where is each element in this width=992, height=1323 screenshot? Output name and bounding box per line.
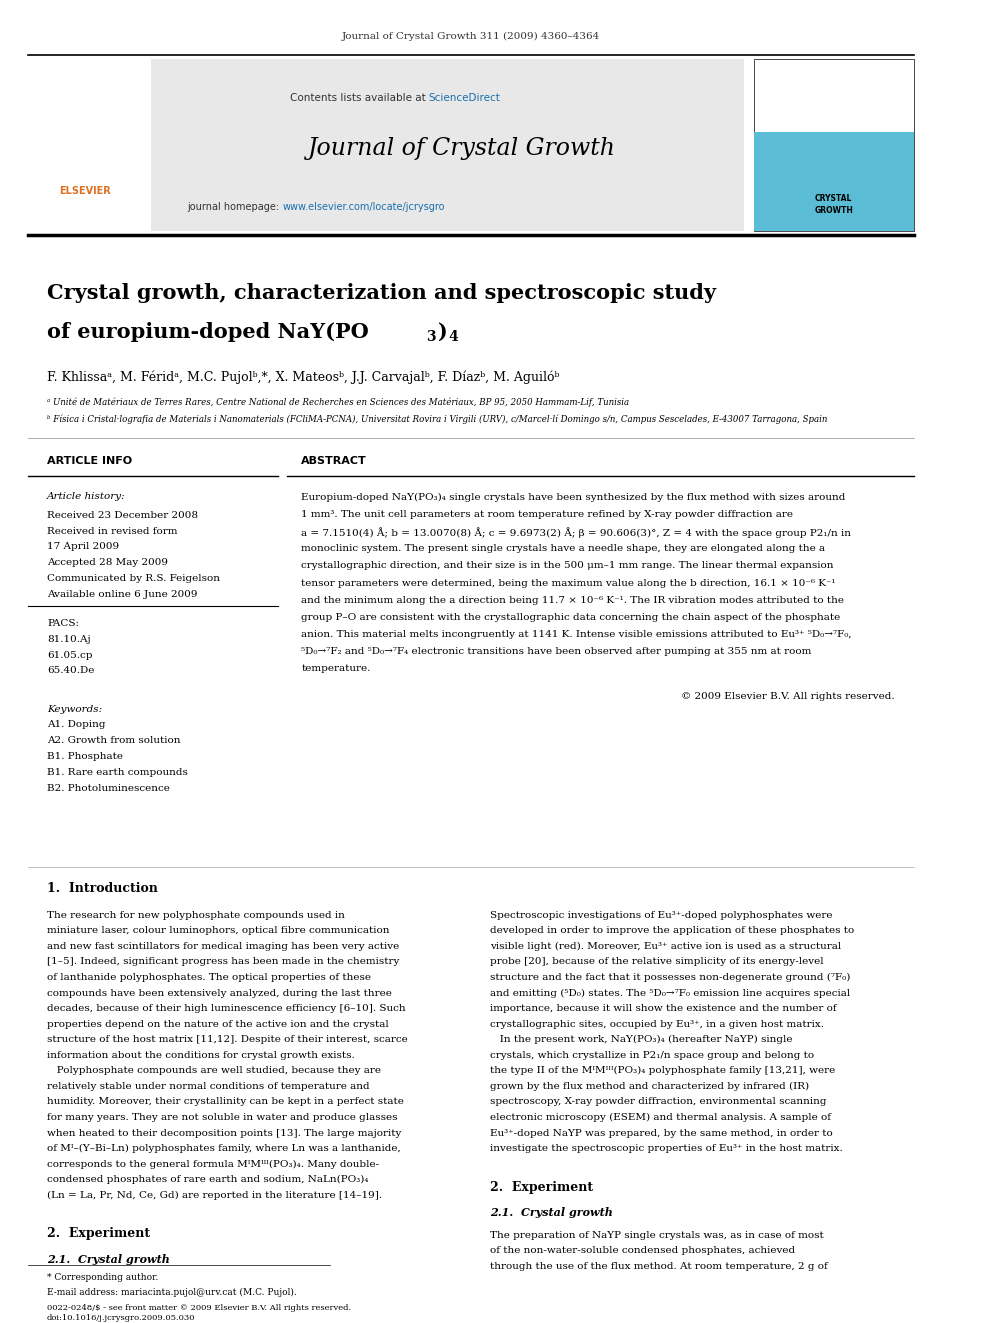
Text: (Ln = La, Pr, Nd, Ce, Gd) are reported in the literature [14–19].: (Ln = La, Pr, Nd, Ce, Gd) are reported i… [47,1191,382,1200]
Text: CRYSTAL
GROWTH: CRYSTAL GROWTH [814,194,853,214]
Text: 2.1.  Crystal growth: 2.1. Crystal growth [490,1207,613,1218]
Text: * Corresponding author.: * Corresponding author. [47,1273,159,1282]
Text: 4: 4 [448,331,458,344]
Text: B1. Phosphate: B1. Phosphate [47,751,123,761]
Text: temperature.: temperature. [302,664,371,673]
Text: ABSTRACT: ABSTRACT [302,456,367,466]
Text: 65.40.De: 65.40.De [47,667,94,675]
Text: A1. Doping: A1. Doping [47,721,105,729]
Text: ⁵D₀→⁷F₂ and ⁵D₀→⁷F₄ electronic transitions have been observed after pumping at 3: ⁵D₀→⁷F₂ and ⁵D₀→⁷F₄ electronic transitio… [302,647,811,656]
Text: 2.  Experiment: 2. Experiment [47,1228,150,1241]
Text: Received 23 December 2008: Received 23 December 2008 [47,511,198,520]
Text: Polyphosphate compounds are well studied, because they are: Polyphosphate compounds are well studied… [47,1066,381,1076]
Text: B1. Rare earth compounds: B1. Rare earth compounds [47,767,187,777]
Text: properties depend on the nature of the active ion and the crystal: properties depend on the nature of the a… [47,1020,389,1029]
Text: Keywords:: Keywords: [47,705,102,713]
Text: and new fast scintillators for medical imaging has been very active: and new fast scintillators for medical i… [47,942,400,951]
Text: Eu³⁺-doped NaYP was prepared, by the same method, in order to: Eu³⁺-doped NaYP was prepared, by the sam… [490,1129,832,1138]
Text: crystallographic direction, and their size is in the 500 μm–1 mm range. The line: crystallographic direction, and their si… [302,561,834,570]
Text: 1 mm³. The unit cell parameters at room temperature refined by X-ray powder diff: 1 mm³. The unit cell parameters at room … [302,511,794,519]
Text: of the non-water-soluble condensed phosphates, achieved: of the non-water-soluble condensed phosp… [490,1246,795,1256]
Text: 2.1.  Crystal growth: 2.1. Crystal growth [47,1254,170,1265]
Text: of Mᴵ–(Y–Bi–Ln) polyphosphates family, where Ln was a lanthanide,: of Mᴵ–(Y–Bi–Ln) polyphosphates family, w… [47,1144,401,1154]
Text: 0022-0248/$ - see front matter © 2009 Elsevier B.V. All rights reserved.: 0022-0248/$ - see front matter © 2009 El… [47,1303,351,1311]
Text: 61.05.cp: 61.05.cp [47,651,92,660]
Text: A2. Growth from solution: A2. Growth from solution [47,736,181,745]
Text: ARTICLE INFO: ARTICLE INFO [47,456,132,466]
Text: the type II of the MᴵMᴵᴵᴵ(PO₃)₄ polyphosphate family [13,21], were: the type II of the MᴵMᴵᴵᴵ(PO₃)₄ polyphos… [490,1066,835,1076]
Text: The preparation of NaYP single crystals was, as in case of most: The preparation of NaYP single crystals … [490,1230,823,1240]
Text: structure and the fact that it possesses non-degenerate ground (⁷F₀): structure and the fact that it possesses… [490,972,850,982]
Text: developed in order to improve the application of these phosphates to: developed in order to improve the applic… [490,926,854,935]
Text: journal homepage:: journal homepage: [187,202,283,212]
Text: corresponds to the general formula MᴵMᴵᴵᴵ(PO₃)₄. Many double-: corresponds to the general formula MᴵMᴵᴵ… [47,1160,379,1168]
Text: Spectroscopic investigations of Eu³⁺-doped polyphosphates were: Spectroscopic investigations of Eu³⁺-dop… [490,910,832,919]
Text: 2.  Experiment: 2. Experiment [490,1180,593,1193]
Text: through the use of the flux method. At room temperature, 2 g of: through the use of the flux method. At r… [490,1262,827,1271]
Text: The research for new polyphosphate compounds used in: The research for new polyphosphate compo… [47,910,345,919]
Text: anion. This material melts incongruently at 1141 K. Intense visible emissions at: anion. This material melts incongruently… [302,630,852,639]
Text: ScienceDirect: ScienceDirect [429,93,501,103]
Text: Journal of Crystal Growth 311 (2009) 4360–4364: Journal of Crystal Growth 311 (2009) 436… [342,32,600,41]
Text: spectroscopy, X-ray powder diffraction, environmental scanning: spectroscopy, X-ray powder diffraction, … [490,1097,826,1106]
Text: Available online 6 June 2009: Available online 6 June 2009 [47,590,197,599]
Text: www.elsevier.com/locate/jcrysgro: www.elsevier.com/locate/jcrysgro [283,202,445,212]
Text: ): ) [438,321,447,343]
Text: Received in revised form: Received in revised form [47,527,178,536]
Text: investigate the spectroscopic properties of Eu³⁺ in the host matrix.: investigate the spectroscopic properties… [490,1144,842,1154]
Text: probe [20], because of the relative simplicity of its energy-level: probe [20], because of the relative simp… [490,958,823,966]
Text: F. Khlissaᵃ, M. Féridᵃ, M.C. Pujolᵇ,*, X. Mateosᵇ, J.J. Carvajalᵇ, F. Díazᵇ, M. : F. Khlissaᵃ, M. Féridᵃ, M.C. Pujolᵇ,*, X… [47,370,559,384]
Text: of lanthanide polyphosphates. The optical properties of these: of lanthanide polyphosphates. The optica… [47,972,371,982]
Text: information about the conditions for crystal growth exists.: information about the conditions for cry… [47,1050,355,1060]
Text: © 2009 Elsevier B.V. All rights reserved.: © 2009 Elsevier B.V. All rights reserved… [682,692,895,701]
Text: Contents lists available at: Contents lists available at [290,93,429,103]
Text: and the minimum along the a direction being 11.7 × 10⁻⁶ K⁻¹. The IR vibration mo: and the minimum along the a direction be… [302,595,844,605]
Text: [1–5]. Indeed, significant progress has been made in the chemistry: [1–5]. Indeed, significant progress has … [47,958,400,966]
Text: PACS:: PACS: [47,619,79,628]
Text: condensed phosphates of rare earth and sodium, NaLn(PO₃)₄: condensed phosphates of rare earth and s… [47,1175,369,1184]
Text: Communicated by R.S. Feigelson: Communicated by R.S. Feigelson [47,574,220,583]
Text: E-mail address: mariacinta.pujol@urv.cat (M.C. Pujol).: E-mail address: mariacinta.pujol@urv.cat… [47,1287,297,1297]
Text: 3: 3 [426,331,435,344]
Text: decades, because of their high luminescence efficiency [6–10]. Such: decades, because of their high luminesce… [47,1004,406,1013]
Text: Europium-doped NaY(PO₃)₄ single crystals have been synthesized by the flux metho: Europium-doped NaY(PO₃)₄ single crystals… [302,493,846,501]
Text: tensor parameters were determined, being the maximum value along the b direction: tensor parameters were determined, being… [302,578,836,587]
Text: 1.  Introduction: 1. Introduction [47,882,158,894]
Text: group P–O are consistent with the crystallographic data concerning the chain asp: group P–O are consistent with the crysta… [302,613,840,622]
Text: grown by the flux method and characterized by infrared (IR): grown by the flux method and characteriz… [490,1082,808,1091]
Text: In the present work, NaY(PO₃)₄ (hereafter NaYP) single: In the present work, NaY(PO₃)₄ (hereafte… [490,1035,793,1044]
Text: for many years. They are not soluble in water and produce glasses: for many years. They are not soluble in … [47,1113,398,1122]
Text: importance, because it will show the existence and the number of: importance, because it will show the exi… [490,1004,836,1013]
Text: miniature laser, colour luminophors, optical fibre communication: miniature laser, colour luminophors, opt… [47,926,390,935]
Text: humidity. Moreover, their crystallinity can be kept in a perfect state: humidity. Moreover, their crystallinity … [47,1097,404,1106]
FancyBboxPatch shape [754,60,914,230]
Text: a = 7.1510(4) Å; b = 13.0070(8) Å; c = 9.6973(2) Å; β = 90.606(3)°, Z = 4 with t: a = 7.1510(4) Å; b = 13.0070(8) Å; c = 9… [302,528,851,538]
Text: ᵇ Física i Cristal·lografia de Materials i Nanomaterials (FCliMA-PCNA), Universi: ᵇ Física i Cristal·lografia de Materials… [47,414,827,423]
Text: 17 April 2009: 17 April 2009 [47,542,119,552]
Text: 81.10.Aj: 81.10.Aj [47,635,90,644]
Text: monoclinic system. The present single crystals have a needle shape, they are elo: monoclinic system. The present single cr… [302,544,825,553]
Text: crystals, which crystallize in P2₁/n space group and belong to: crystals, which crystallize in P2₁/n spa… [490,1050,814,1060]
FancyBboxPatch shape [28,60,744,230]
Text: ᵃ Unité de Matériaux de Terres Rares, Centre National de Recherches en Sciences : ᵃ Unité de Matériaux de Terres Rares, Ce… [47,397,629,406]
Text: Article history:: Article history: [47,492,126,501]
Text: ELSEVIER: ELSEVIER [59,187,111,196]
Text: relatively stable under normal conditions of temperature and: relatively stable under normal condition… [47,1082,370,1091]
Text: visible light (red). Moreover, Eu³⁺ active ion is used as a structural: visible light (red). Moreover, Eu³⁺ acti… [490,942,841,951]
Text: and emitting (⁵D₀) states. The ⁵D₀→⁷F₀ emission line acquires special: and emitting (⁵D₀) states. The ⁵D₀→⁷F₀ e… [490,988,850,998]
Text: doi:10.1016/j.jcrysgro.2009.05.030: doi:10.1016/j.jcrysgro.2009.05.030 [47,1314,195,1322]
Text: Accepted 28 May 2009: Accepted 28 May 2009 [47,558,168,568]
Text: electronic microscopy (ESEM) and thermal analysis. A sample of: electronic microscopy (ESEM) and thermal… [490,1113,831,1122]
Text: Crystal growth, characterization and spectroscopic study: Crystal growth, characterization and spe… [47,283,716,303]
Text: crystallographic sites, occupied by Eu³⁺, in a given host matrix.: crystallographic sites, occupied by Eu³⁺… [490,1020,823,1029]
Text: of europium-doped NaY(PO: of europium-doped NaY(PO [47,321,369,343]
Text: B2. Photoluminescence: B2. Photoluminescence [47,783,170,792]
FancyBboxPatch shape [28,60,151,230]
FancyBboxPatch shape [754,132,914,230]
Text: Journal of Crystal Growth: Journal of Crystal Growth [308,138,616,160]
Text: when heated to their decomposition points [13]. The large majority: when heated to their decomposition point… [47,1129,402,1138]
Text: structure of the host matrix [11,12]. Despite of their interest, scarce: structure of the host matrix [11,12]. De… [47,1035,408,1044]
Text: compounds have been extensively analyzed, during the last three: compounds have been extensively analyzed… [47,988,392,998]
